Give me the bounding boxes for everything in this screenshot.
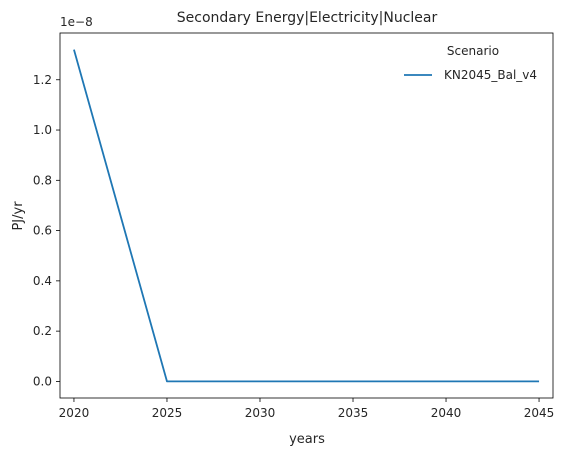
y-tick-label: 0.6 <box>33 224 52 238</box>
x-tick-label: 2040 <box>431 406 462 420</box>
x-tick-label: 2020 <box>59 406 90 420</box>
y-offset-text: 1e−8 <box>60 15 93 29</box>
x-tick-label: 2035 <box>338 406 369 420</box>
chart-title: Secondary Energy|Electricity|Nuclear <box>177 10 438 26</box>
x-axis-label: years <box>289 432 325 447</box>
x-tick-label: 2030 <box>245 406 276 420</box>
plot-frame <box>59 32 554 399</box>
y-tick-label: 0.8 <box>33 173 52 187</box>
x-tick-label: 2025 <box>152 406 183 420</box>
y-axis-label: PJ/yr <box>11 201 26 231</box>
y-tick-label: 0.4 <box>33 274 52 288</box>
legend-title: Scenario <box>447 44 499 58</box>
legend-entry-label: KN2045_Bal_v4 <box>444 68 537 82</box>
y-tick-label: 0.0 <box>33 374 52 388</box>
y-axis-ticks: 0.0 0.2 0.4 0.6 0.8 1.0 1.2 <box>33 73 60 388</box>
y-tick-label: 1.2 <box>33 73 52 87</box>
x-axis-ticks: 2020 2025 2030 2035 2040 2045 <box>59 398 555 420</box>
legend: Scenario KN2045_Bal_v4 <box>404 44 537 82</box>
x-tick-label: 2045 <box>524 406 555 420</box>
series-layer <box>73 49 540 383</box>
series-line <box>73 49 540 383</box>
y-tick-label: 0.2 <box>33 324 52 338</box>
y-tick-label: 1.0 <box>33 123 52 137</box>
